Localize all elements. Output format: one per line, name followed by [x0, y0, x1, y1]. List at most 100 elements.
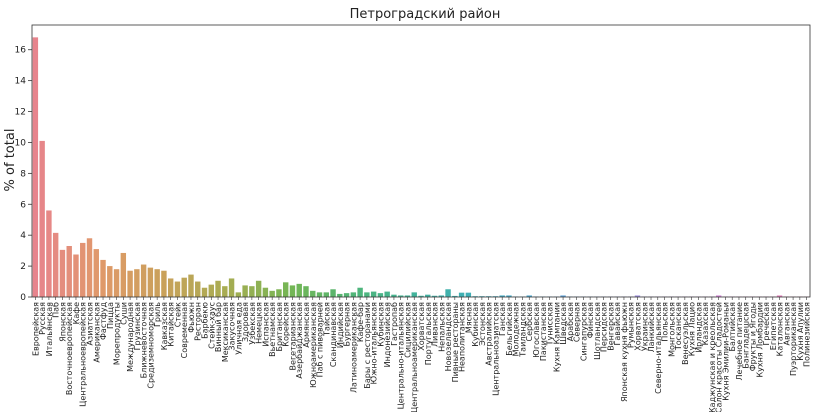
x-tick-label: Морепродукты — [113, 302, 122, 365]
bar — [458, 292, 465, 297]
bar — [337, 293, 343, 297]
x-tick-label: Испанская — [261, 302, 270, 347]
bar — [181, 277, 187, 297]
bar — [343, 293, 350, 297]
bar — [215, 280, 221, 297]
bar — [364, 292, 370, 297]
x-tick-label: Латиноамериканская — [349, 302, 358, 393]
x-tick-label: Южно-итальянская — [370, 302, 379, 385]
bar — [323, 292, 329, 297]
bar — [431, 295, 438, 297]
bar — [506, 295, 512, 297]
x-tick-label: Узбекская — [248, 302, 257, 345]
x-tick-label: Кухня Эмилии-Романьи — [721, 302, 730, 401]
x-tick-label: Авганская — [782, 302, 791, 346]
x-tick-label: Монгольская — [667, 302, 676, 357]
bar — [249, 286, 255, 297]
x-tick-label: Международная — [126, 302, 135, 372]
x-tick-label: Кухня Лацио — [688, 302, 697, 356]
bar — [154, 269, 160, 297]
x-tick-label: Кафе-бар — [356, 302, 365, 342]
x-tick-label: Фрукты и Ягоды — [748, 302, 757, 371]
x-tick-label: Тосканская — [674, 302, 683, 351]
x-tick-label: Греческая — [762, 302, 771, 346]
x-tick-label: Кавказская — [160, 302, 169, 350]
bar — [174, 281, 181, 297]
x-tick-label: Венесуэльская — [681, 302, 690, 365]
x-tick-label: Молодежная — [512, 302, 521, 357]
bar — [303, 286, 309, 297]
bar — [465, 292, 472, 297]
y-tick-label: 12 — [15, 108, 26, 118]
x-tick-label: Пуэрториканская — [789, 302, 798, 376]
bar — [357, 287, 363, 297]
y-tick-label: 4 — [20, 231, 26, 241]
bar — [255, 280, 262, 297]
bar — [140, 264, 147, 297]
x-tick-label: Европейская — [31, 302, 40, 356]
x-tick-label: Ливанская — [431, 302, 440, 347]
bar — [411, 292, 417, 297]
x-tick-label: Немецкая — [255, 302, 264, 344]
x-tick-label: Японская — [58, 302, 67, 342]
x-tick-label: Ирландская — [694, 302, 703, 353]
bar — [80, 242, 86, 297]
bar — [93, 249, 99, 297]
bar — [526, 295, 532, 297]
x-tick-label: Барбекю — [201, 302, 210, 339]
y-tick-label: 8 — [20, 169, 26, 179]
x-tick-label: Гриль — [153, 302, 162, 327]
x-tick-label: Грузинская — [133, 302, 142, 351]
x-tick-label: Кухня Апулии — [796, 302, 805, 361]
bar — [262, 287, 269, 297]
x-tick-label: Шведская — [559, 302, 568, 345]
x-tick-label: Центральноевропейская — [79, 302, 88, 407]
x-tick-label: Полинезийская — [803, 302, 812, 367]
bar — [499, 295, 505, 297]
bar — [86, 238, 93, 297]
x-tick-label: Китайская — [167, 302, 176, 347]
x-tick-label: Итальянская — [45, 302, 54, 357]
x-tick-label: Скандинавская — [329, 302, 338, 367]
bar — [113, 269, 120, 297]
bar — [715, 295, 722, 297]
x-tick-label: Кафе — [72, 302, 81, 324]
x-tick-label: Ланкийская — [647, 302, 656, 353]
x-tick-label: Южноамериканская — [309, 302, 318, 388]
x-tick-label: Центрально-итальянская — [397, 302, 406, 410]
x-tick-label: Польская — [661, 302, 670, 342]
y-tick-label: 16 — [15, 46, 27, 56]
x-tick-label: Кубинская — [376, 302, 385, 347]
bar — [39, 140, 45, 297]
x-tick-label: Паб с пивоварней — [316, 302, 325, 377]
x-tick-label: Таиландская — [518, 302, 527, 358]
bar — [452, 295, 458, 297]
x-tick-label: Сингапурская — [579, 302, 588, 361]
x-tick-label: Американская — [92, 302, 101, 363]
bar — [222, 286, 228, 297]
bar — [397, 295, 404, 297]
x-tick-label: Азиатская — [86, 302, 95, 346]
y-axis-label: % of total — [3, 129, 18, 192]
x-tick-label: Бангладешская — [742, 302, 751, 369]
x-tick-label: Сицилийская — [403, 302, 412, 358]
bar — [438, 295, 445, 297]
x-tick-label: Новозеландская — [444, 302, 453, 372]
x-tick-label: Центральноазиатская — [491, 302, 500, 396]
bar — [73, 254, 79, 297]
x-tick-label: Армянская — [302, 302, 311, 348]
bar — [384, 291, 390, 297]
x-tick-label: Шотландская — [593, 302, 602, 360]
x-tick-label: Индийская — [336, 302, 345, 348]
bar — [66, 246, 72, 297]
x-tick-label: Винный бар — [214, 302, 223, 352]
x-tick-label: Центральноамериканская — [410, 302, 419, 412]
x-tick-label: Вьетнамская — [268, 302, 277, 357]
x-tick-label: Кухня Ломбардии — [755, 302, 764, 378]
bar — [634, 295, 641, 297]
bar — [418, 295, 424, 297]
x-tick-label: Северная — [573, 302, 582, 342]
x-tick-label: Бургерная — [343, 302, 352, 347]
bar — [52, 232, 59, 297]
x-tick-label: Закусочная — [228, 302, 237, 351]
